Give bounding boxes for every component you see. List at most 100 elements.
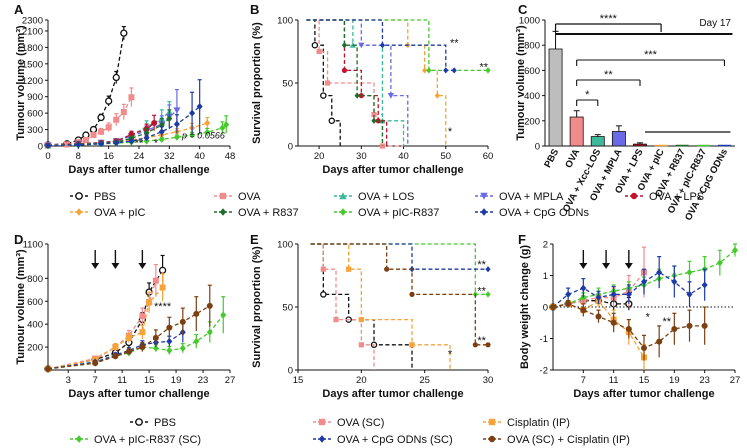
legend-label: OVA + pIC [94, 207, 146, 219]
data-point [125, 348, 132, 355]
data-point [716, 259, 723, 267]
data-point [219, 124, 226, 132]
censor-point [341, 42, 348, 49]
data-point [550, 304, 556, 310]
legend-item-ova: OVA [214, 191, 261, 203]
censor-point [371, 117, 377, 124]
significance-label: **** [600, 13, 618, 25]
censor-point [434, 92, 440, 99]
censor-point [358, 317, 364, 323]
censor-point [320, 266, 326, 272]
x-tick-label: 32 [164, 151, 175, 162]
y-tick-label: 900 [27, 92, 43, 103]
data-point [166, 115, 173, 123]
legend-item-pic: OVA + pIC [70, 207, 146, 219]
x-tick-label: 11 [117, 375, 127, 386]
treatment-arrow-icon [602, 263, 611, 269]
legend-label: OVA (SC) + Cisplatin (IP) [507, 434, 630, 446]
censor-point [451, 67, 457, 74]
data-point [565, 300, 572, 307]
y-tick-label: 800 [27, 274, 43, 285]
series-picr837 [306, 19, 491, 74]
data-point [139, 329, 146, 336]
legend-label: OVA (SC) [337, 417, 384, 429]
x-tick-label: 19 [171, 375, 182, 386]
x-tick-label: 20 [356, 375, 367, 386]
panel-label: F [518, 232, 526, 247]
treatment-arrow-icon [91, 263, 100, 269]
legend-item-mpla: OVA + MPLA [475, 191, 564, 203]
series-picr837 [310, 243, 491, 298]
significance-annotation: **** [154, 301, 172, 313]
series-ova [306, 19, 404, 149]
x-tick-label: 15 [639, 375, 650, 386]
legend-item-picr837: OVA + pIC-R837 (SC) [70, 434, 201, 446]
bar [569, 116, 584, 147]
data-point [686, 322, 693, 329]
y-tick-label: 1800 [22, 43, 43, 54]
x-tick-label: 11 [609, 375, 619, 386]
censor-point [485, 67, 491, 74]
y-tick-label: 300 [27, 125, 43, 136]
data-point [204, 119, 211, 127]
x-tick-label: 23 [699, 375, 710, 386]
data-point [220, 311, 227, 319]
legend-item-picr837: OVA + pIC-R837 [334, 207, 439, 219]
y-tick-label: 400 [524, 91, 540, 102]
data-point [595, 294, 602, 302]
significance-label: ** [604, 69, 613, 81]
legend-item-los: OVA + LOS [334, 191, 414, 203]
x-tick-label: 30 [356, 151, 367, 162]
y-tick-label: 200 [27, 343, 43, 354]
bar [590, 136, 605, 147]
censor-point [311, 41, 319, 49]
data-point [173, 133, 180, 141]
legend-bottom: PBS OVA (SC) Cisplatin (IP) OVA + pIC-R837 … [70, 417, 630, 446]
data-point [113, 139, 120, 147]
legend-item-cis: Cisplatin (IP) [483, 417, 570, 429]
legend-swatch-marker [75, 208, 83, 216]
data-point [189, 109, 196, 117]
censor-point [409, 291, 415, 297]
significance-annotation: ** [477, 335, 486, 347]
data-point [105, 124, 112, 131]
legend-label: OVA + R837 [238, 207, 299, 219]
y-tick-label: 600 [27, 109, 43, 120]
y-tick-label: 0 [543, 303, 548, 314]
treatment-arrow-icon [579, 263, 588, 269]
panel-d: D 3 7 11 15 19 23 27 200 400 600 800 1100 Days after … [14, 232, 235, 400]
legend-label: PBS [94, 191, 116, 203]
data-point [686, 268, 693, 276]
x-tick-label: 27 [225, 375, 236, 386]
panel-b: B 20 30 40 50 60 0 50 100 Days after tumor challe… [250, 2, 493, 176]
x-tick-label: 48 [225, 151, 236, 162]
panel-f: F 7 11 15 19 23 27 -2 -1 0 1 2 Days after tumor chal… [518, 232, 740, 400]
y-tick-label: 1100 [23, 240, 43, 251]
legend-swatch-marker [219, 208, 227, 216]
y-tick-label: 0 [288, 366, 293, 377]
y-tick-label: 50 [282, 79, 293, 90]
y-tick-label: 1 [543, 271, 548, 282]
censor-point [443, 67, 449, 74]
data-point [143, 134, 150, 142]
series-line [47, 109, 178, 147]
significance-annotation: ** [477, 286, 486, 298]
y-tick-label: 2300 [22, 16, 43, 27]
data-point [701, 322, 708, 329]
x-axis-title: Days after tumor challenge [68, 388, 209, 400]
censor-point [320, 92, 327, 99]
censor-point [333, 317, 339, 323]
y-axis-title: Body weight change (g) [519, 245, 531, 369]
treatment-arrow-icon [624, 263, 633, 269]
series-line [306, 19, 488, 72]
x-tick-label: 16 [103, 151, 114, 162]
x-tick-label: 30 [483, 375, 494, 386]
data-point [158, 266, 167, 274]
y-axis-title: Survival proportion (%) [251, 246, 263, 368]
y-tick-label: 600 [27, 297, 43, 308]
censor-point [485, 342, 491, 348]
data-point [580, 307, 587, 314]
y-axis-title: Tumour volume (mm³) [15, 25, 27, 141]
legend-item-pbs: PBS [130, 417, 176, 429]
data-point [120, 109, 127, 116]
